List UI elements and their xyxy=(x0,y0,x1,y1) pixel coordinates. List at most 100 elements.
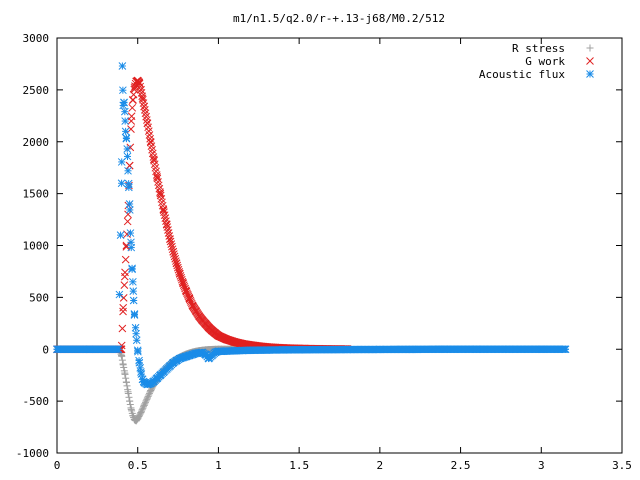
y-tick-label: 0 xyxy=(42,343,49,356)
data-point xyxy=(279,346,287,354)
y-tick-label: 2000 xyxy=(23,136,50,149)
y-tick-label: 1000 xyxy=(23,240,50,253)
data-point xyxy=(172,259,181,267)
data-point xyxy=(173,263,182,272)
y-tick-label: 3000 xyxy=(23,32,50,45)
data-point xyxy=(164,229,173,237)
data-point xyxy=(117,179,126,188)
data-point xyxy=(119,101,128,110)
data-point xyxy=(119,303,128,312)
data-point xyxy=(191,307,200,315)
x-tick-label: 3 xyxy=(538,459,545,472)
data-point xyxy=(144,392,152,400)
data-point xyxy=(167,240,176,248)
data-point xyxy=(125,200,134,208)
data-point xyxy=(170,252,179,261)
data-point xyxy=(143,394,151,402)
data-point xyxy=(138,407,146,415)
y-tick-label: 2500 xyxy=(23,84,50,97)
data-point xyxy=(128,103,137,112)
data-point xyxy=(175,269,184,278)
data-point xyxy=(120,272,129,281)
data-point xyxy=(138,94,147,103)
data-point xyxy=(120,107,129,116)
y-tick-label: -500 xyxy=(23,395,50,408)
data-point xyxy=(121,117,130,125)
data-point xyxy=(169,247,178,256)
data-point xyxy=(129,287,138,296)
data-point xyxy=(125,206,134,214)
data-point xyxy=(129,412,137,420)
x-tick-label: 3.5 xyxy=(612,459,632,472)
data-point xyxy=(140,102,149,111)
data-point xyxy=(125,161,134,170)
data-point xyxy=(118,351,126,359)
data-point xyxy=(120,281,129,289)
data-point xyxy=(129,96,137,105)
data-point xyxy=(116,231,125,239)
data-point xyxy=(123,152,132,161)
data-point xyxy=(124,388,132,396)
data-point xyxy=(172,257,180,265)
data-point xyxy=(222,335,231,344)
data-point xyxy=(195,312,203,320)
data-point xyxy=(127,117,136,125)
data-point xyxy=(230,338,239,346)
data-point xyxy=(85,345,94,354)
data-point xyxy=(121,127,130,136)
data-point xyxy=(118,324,127,333)
data-point xyxy=(147,387,155,395)
data-point xyxy=(537,345,546,354)
data-point xyxy=(173,261,182,270)
data-point xyxy=(408,345,416,354)
data-point xyxy=(119,361,127,369)
data-point xyxy=(143,119,152,127)
data-point xyxy=(156,189,165,198)
legend-marker xyxy=(586,44,594,52)
data-point xyxy=(131,323,140,332)
data-point xyxy=(126,401,134,409)
data-point xyxy=(179,278,187,287)
data-point xyxy=(162,220,171,229)
data-point xyxy=(168,245,177,254)
data-point xyxy=(126,229,135,237)
data-point xyxy=(128,264,136,273)
data-point xyxy=(133,346,142,355)
data-point xyxy=(115,290,124,299)
data-point xyxy=(123,382,131,390)
data-point xyxy=(119,293,128,302)
data-point xyxy=(161,214,170,223)
y-tick-label: -1000 xyxy=(16,447,49,460)
legend-marker xyxy=(586,57,594,65)
data-point xyxy=(472,345,481,354)
data-point xyxy=(134,415,142,423)
data-point xyxy=(119,307,127,316)
data-point xyxy=(238,346,247,355)
data-point xyxy=(135,358,144,367)
data-point xyxy=(238,340,247,348)
data-point xyxy=(145,391,153,399)
data-point xyxy=(119,86,127,95)
data-point xyxy=(121,369,129,377)
data-point xyxy=(376,345,384,354)
data-point xyxy=(118,356,126,364)
data-point xyxy=(160,208,168,217)
data-point xyxy=(505,345,513,354)
data-point xyxy=(153,173,161,181)
data-point xyxy=(159,205,168,213)
data-point xyxy=(166,235,174,244)
data-point xyxy=(561,345,570,354)
chart-title: m1/n1.5/q2.0/r-+.13-j68/M0.2/512 xyxy=(233,12,445,25)
data-point xyxy=(146,137,155,146)
data-point xyxy=(114,345,123,354)
data-point xyxy=(188,301,197,310)
data-point xyxy=(166,237,175,246)
x-tick-label: 0.5 xyxy=(128,459,148,472)
data-point xyxy=(127,243,136,252)
data-point xyxy=(246,346,255,355)
data-point xyxy=(122,374,130,382)
series-acoustic-flux xyxy=(53,62,570,389)
data-point xyxy=(143,395,151,403)
data-point xyxy=(53,345,61,354)
data-point xyxy=(140,401,148,409)
